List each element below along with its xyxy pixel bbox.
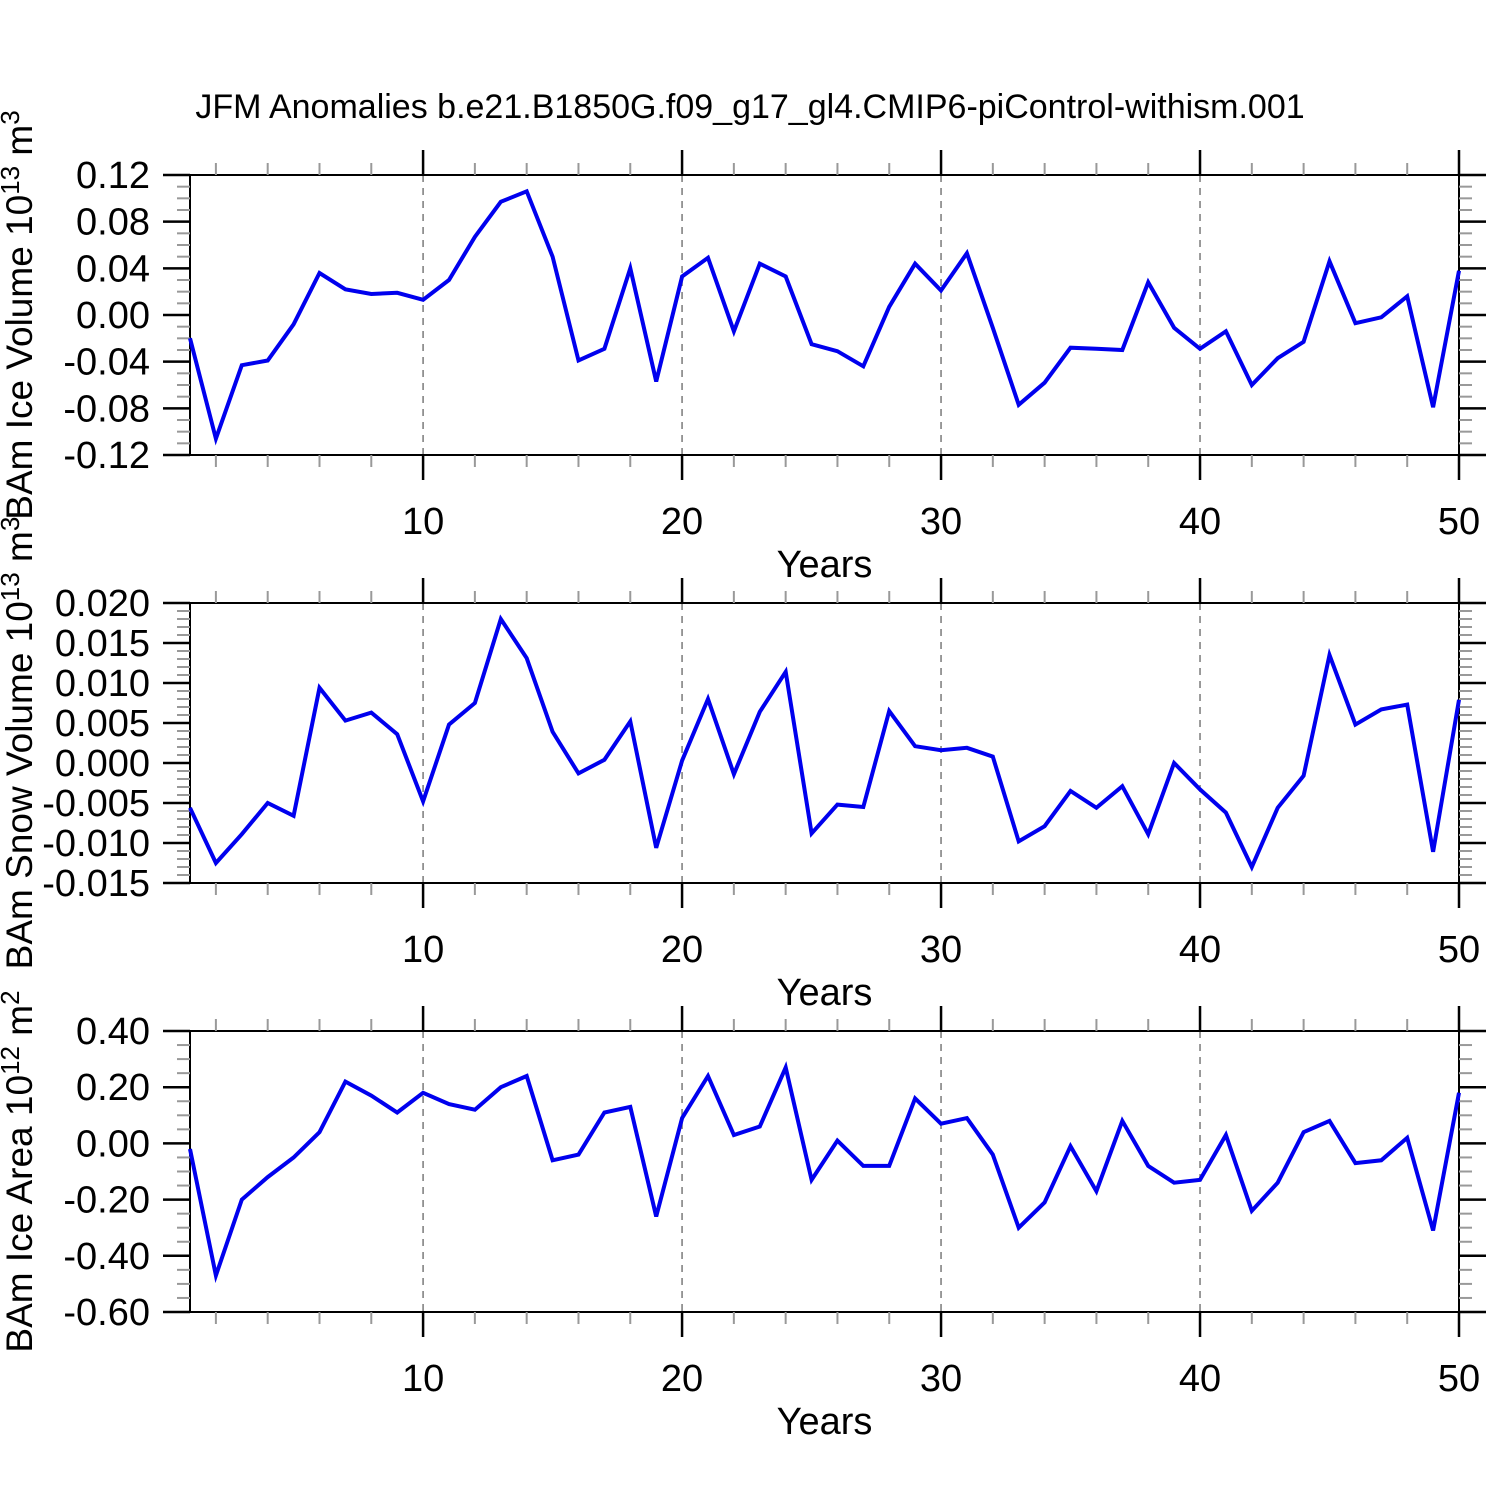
plot-box xyxy=(189,174,1460,456)
ice-area-line xyxy=(188,1061,1461,1284)
y-tick-label: -0.40 xyxy=(63,1236,150,1278)
y-tick-label: -0.08 xyxy=(63,388,150,430)
y-tick-label: 0.04 xyxy=(76,248,150,290)
panel-ice-area: 10 20 30 40 50 0.40 0.20 0.00 -0.20 -0.40 -0.60 Yea… xyxy=(0,990,1486,1443)
y-tick-label: -0.20 xyxy=(63,1180,150,1222)
gridlines xyxy=(422,175,1201,455)
x-tick-label: 20 xyxy=(661,1358,703,1400)
x-tick-label: 40 xyxy=(1179,929,1221,971)
y-major-ticks xyxy=(163,601,1486,885)
y-tick-label: -0.60 xyxy=(63,1292,150,1334)
x-minor-ticks xyxy=(214,591,1409,895)
x-tick-label: 20 xyxy=(661,929,703,971)
x-tick-label: 20 xyxy=(661,501,703,543)
x-minor-ticks xyxy=(214,1019,1409,1324)
y-major-ticks xyxy=(163,173,1486,457)
x-tick-label: 30 xyxy=(920,929,962,971)
y-tick-label: 0.08 xyxy=(76,202,150,244)
ice-volume-line xyxy=(188,188,1461,446)
x-major-ticks xyxy=(421,578,1461,908)
y-minor-ticks xyxy=(177,1044,1472,1299)
gridlines xyxy=(422,1031,1201,1312)
x-minor-ticks xyxy=(214,163,1409,467)
y-tick-label: 0.20 xyxy=(76,1067,150,1109)
snow-volume-line xyxy=(188,614,1461,872)
y-axis-title: BAm Ice Volume 1013​ m3​ xyxy=(0,110,40,519)
plot-box xyxy=(189,1030,1460,1313)
x-tick-label: 50 xyxy=(1438,501,1480,543)
y-tick-label: -0.010 xyxy=(42,823,150,865)
y-minor-ticks xyxy=(177,610,1472,876)
y-tick-label: 0.015 xyxy=(55,623,150,665)
y-tick-label: 0.12 xyxy=(76,155,150,197)
x-major-ticks xyxy=(421,150,1461,480)
panel-snow-volume: 10 20 30 40 50 0.0200.0150.0100.0050.000-0.00… xyxy=(0,517,1486,1014)
x-tick-label: 50 xyxy=(1438,1358,1480,1400)
y-tick-label: -0.12 xyxy=(63,435,150,477)
gridlines xyxy=(422,603,1201,883)
y-tick-label: -0.005 xyxy=(42,783,150,825)
x-tick-label: 30 xyxy=(920,501,962,543)
y-minor-ticks xyxy=(177,185,1472,445)
y-tick-label: -0.015 xyxy=(42,863,150,905)
y-axis-title: BAm Ice Area 1012​ m2​ xyxy=(0,990,40,1352)
x-axis-title: Years xyxy=(777,972,873,1014)
x-tick-label: 10 xyxy=(402,1358,444,1400)
x-tick-label: 50 xyxy=(1438,929,1480,971)
x-axis-title: Years xyxy=(777,1401,873,1443)
x-tick-label: 30 xyxy=(920,1358,962,1400)
x-tick-label: 10 xyxy=(402,929,444,971)
x-tick-label: 40 xyxy=(1179,1358,1221,1400)
y-tick-label: 0.00 xyxy=(76,1123,150,1165)
x-axis-title: Years xyxy=(777,544,873,586)
y-tick-label: 0.020 xyxy=(55,583,150,625)
plot-box xyxy=(189,602,1460,884)
panel-ice-volume: 10 20 30 40 50 0.12 0.080.04 0.00 -0.04-0.08 -0.1… xyxy=(0,110,1486,586)
y-tick-label: 0.005 xyxy=(55,703,150,745)
x-major-ticks xyxy=(421,1006,1461,1337)
y-axis-title: BAm Snow Volume 1013​ m3​ xyxy=(0,517,40,970)
x-tick-label: 40 xyxy=(1179,501,1221,543)
y-tick-label: 0.40 xyxy=(76,1011,150,1053)
chart-title: JFM Anomalies b.e21.B1850G.f09_g17_gl4.C… xyxy=(195,88,1305,126)
y-tick-label: 0.000 xyxy=(55,743,150,785)
y-tick-label: 0.00 xyxy=(76,295,150,337)
y-tick-label: -0.04 xyxy=(63,342,150,384)
y-tick-label: 0.010 xyxy=(55,663,150,705)
x-tick-label: 10 xyxy=(402,501,444,543)
y-major-ticks xyxy=(163,1029,1486,1314)
